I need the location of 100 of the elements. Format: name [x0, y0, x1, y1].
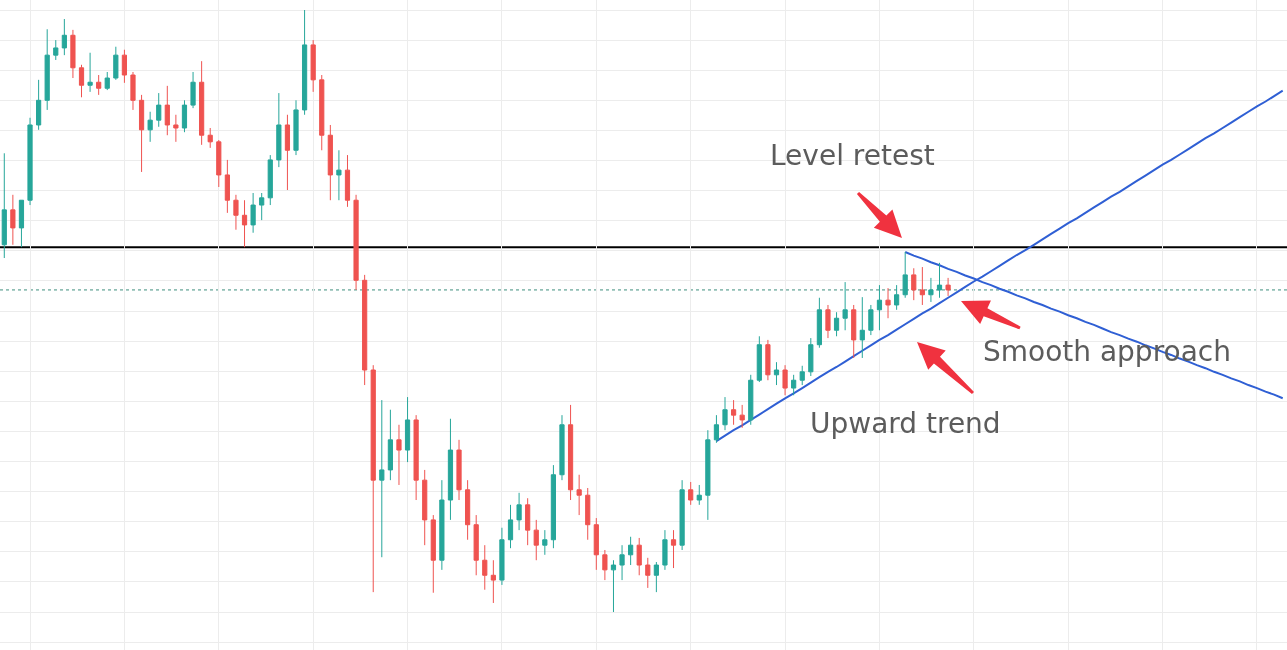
candlestick [164, 85, 170, 136]
candlestick [353, 194, 359, 291]
candlestick [447, 418, 454, 521]
candlestick [773, 361, 780, 386]
candlestick [387, 409, 393, 481]
candlestick [379, 399, 385, 558]
candlestick [310, 39, 316, 93]
candlestick [87, 52, 93, 93]
candlestick [61, 18, 67, 56]
candlestick [713, 414, 720, 444]
candlestick [121, 49, 128, 84]
candlestick [868, 304, 874, 336]
candlestick [859, 296, 865, 359]
candlestick [851, 304, 857, 359]
candlestick [593, 517, 599, 571]
candlestick [224, 159, 230, 214]
candlestick [293, 99, 299, 156]
candlestick [542, 529, 548, 556]
candlestick [267, 154, 273, 206]
candlestick [748, 374, 754, 426]
candlestick [894, 284, 900, 311]
candlestick [722, 396, 728, 431]
candlestick [791, 374, 797, 396]
candlestick [490, 559, 496, 604]
candlestick [301, 9, 308, 116]
candlestick [456, 439, 462, 501]
candlestick [670, 529, 677, 569]
candlestick [370, 364, 376, 593]
candlestick [250, 192, 256, 234]
candlestick [739, 404, 745, 429]
candlestick [27, 117, 33, 206]
candlestick [130, 71, 136, 111]
candlestick [636, 537, 642, 576]
candlestick [730, 399, 737, 426]
candlestick [199, 60, 205, 146]
candlestick [413, 414, 419, 501]
candlestick [181, 99, 188, 133]
candlestick [344, 154, 351, 208]
candlestick [610, 559, 617, 613]
candlestick [70, 29, 76, 79]
candlestick [276, 92, 282, 168]
candlestick [138, 94, 145, 173]
candlestick [842, 281, 848, 331]
annotation: Level retest [770, 139, 935, 172]
candlestick [53, 39, 59, 61]
candlestick [216, 139, 222, 188]
candlestick [559, 414, 565, 481]
candlestick [104, 71, 110, 91]
candlestick [439, 479, 445, 571]
candlestick [628, 536, 634, 566]
candlestick [619, 544, 625, 581]
candlestick [362, 274, 368, 386]
candlestick [525, 497, 531, 546]
candlestick [319, 74, 325, 151]
candlestick [756, 335, 762, 383]
candlestick [18, 199, 25, 248]
candlestick [928, 277, 934, 303]
candlestick [259, 192, 265, 221]
annotation: Upward trend [810, 407, 1001, 440]
candlestick [241, 199, 248, 248]
candlestick [662, 529, 668, 571]
candlestick [396, 424, 402, 486]
candlestick [576, 474, 582, 516]
candlestick [936, 262, 943, 299]
candlestick [113, 46, 119, 81]
candlestick [816, 297, 822, 349]
candlestick [645, 557, 651, 589]
candlestick [44, 28, 50, 111]
candlestick [765, 339, 771, 381]
candlestick [147, 111, 153, 143]
candlestick [919, 266, 925, 306]
candlestick [465, 479, 471, 541]
candlestick [327, 124, 333, 201]
candlestick [507, 504, 514, 549]
candlestick [173, 114, 179, 143]
candlestick [602, 549, 608, 581]
candlestick [422, 469, 428, 546]
candlestick [825, 304, 831, 339]
candlestick [36, 79, 42, 131]
candlestick [550, 464, 557, 549]
candlestick [696, 484, 702, 506]
candlestick [679, 479, 685, 551]
candlestick [808, 337, 814, 377]
candlestick [567, 404, 574, 501]
candlestick [688, 481, 694, 506]
candlestick [207, 127, 213, 149]
candlestick [336, 149, 342, 201]
candlestick [1, 152, 7, 259]
candlestick [516, 492, 522, 531]
candlestick [156, 92, 162, 128]
candlestick [430, 514, 436, 594]
candlestick [284, 114, 291, 191]
candlestick [533, 519, 539, 561]
candlestick [705, 429, 711, 521]
candlestick [10, 194, 16, 246]
candlestick [499, 527, 505, 586]
candlestick [482, 544, 488, 591]
candlestick [799, 365, 805, 386]
candlestick [911, 267, 917, 301]
candlestick [190, 71, 196, 109]
